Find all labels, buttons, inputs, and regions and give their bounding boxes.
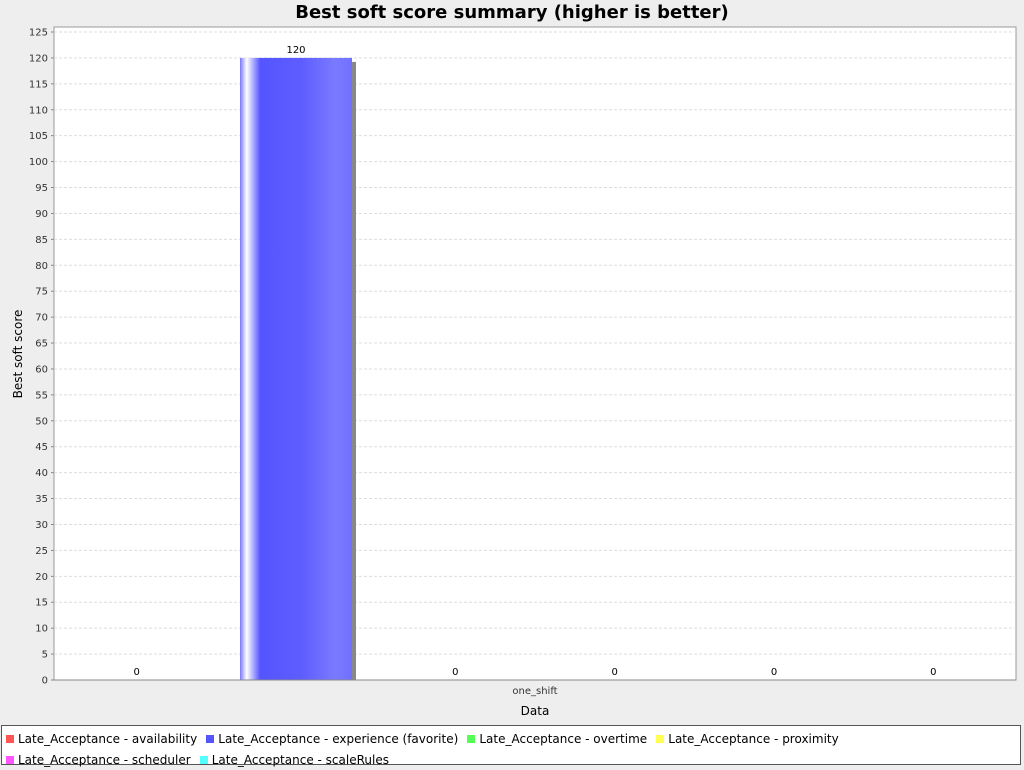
y-tick-label: 30 (35, 520, 48, 531)
legend-label: Late_Acceptance - availability (18, 732, 198, 746)
bar-value-label: 0 (133, 667, 139, 678)
y-tick-label: 20 (35, 572, 48, 583)
y-tick-label: 70 (35, 313, 48, 324)
legend-label: Late_Acceptance - scaleRules (211, 753, 389, 767)
legend-item: Late_Acceptance - overtime (467, 729, 647, 749)
y-tick-label: 50 (35, 416, 48, 427)
y-tick-label: 55 (35, 390, 48, 401)
legend-item: Late_Acceptance - proximity (656, 729, 839, 749)
legend-swatch (6, 735, 14, 743)
legend-item: Late_Acceptance - scaleRules (199, 750, 389, 770)
plot-area (53, 26, 1017, 681)
y-tick-label: 15 (35, 598, 48, 609)
gridlines (54, 31, 1016, 655)
legend-swatch (6, 756, 14, 764)
y-tick-label: 120 (29, 53, 48, 64)
y-axis-label: Best soft score (11, 309, 25, 399)
y-tick-label: 10 (35, 624, 48, 635)
y-tick-label: 110 (29, 105, 48, 116)
legend-swatch (206, 735, 215, 743)
data-labels: 0 120 0 0 0 0 (133, 45, 936, 678)
bar-value-label: 0 (930, 667, 936, 678)
legend-label: Late_Acceptance - proximity (668, 732, 839, 746)
legend-item: Late_Acceptance - experience (favorite) (206, 729, 458, 749)
chart-canvas: 0 5 10 15 20 25 30 35 40 45 50 55 60 65 70 75 80 85 90 95 10… (29, 26, 1017, 697)
y-tick-label: 35 (35, 494, 48, 505)
y-tick-label: 105 (29, 131, 48, 142)
legend-label: Late_Acceptance - experience (favorite) (218, 732, 459, 746)
legend-label: Late_Acceptance - scheduler (18, 753, 191, 767)
x-tick-label: one_shift (512, 686, 557, 697)
y-tick-label: 45 (35, 442, 48, 453)
bar-value-label: 0 (452, 667, 458, 678)
x-axis-label: Data (520, 704, 550, 718)
y-tick-label: 65 (35, 339, 48, 350)
y-tick-label: 5 (42, 650, 48, 661)
y-tick-label: 95 (35, 183, 48, 194)
legend-swatch (656, 735, 665, 743)
y-tick-label: 100 (29, 157, 48, 168)
y-tick-label: 40 (35, 468, 48, 479)
legend-item: Late_Acceptance - scheduler (6, 750, 191, 770)
y-axis-ticks: 0 5 10 15 20 25 30 35 40 45 50 55 60 65 70 75 80 85 90 95 10… (29, 28, 54, 687)
y-tick-label: 60 (35, 364, 48, 375)
y-tick-label: 85 (35, 235, 48, 246)
legend-swatch (199, 756, 208, 764)
legend-swatch (467, 735, 476, 743)
bar-value-label: 0 (611, 667, 617, 678)
y-tick-label: 90 (35, 209, 48, 220)
y-tick-label: 115 (29, 79, 48, 90)
y-tick-label: 25 (35, 546, 48, 557)
bars (240, 57, 356, 681)
y-tick-label: 80 (35, 261, 48, 272)
bar-value-label: 0 (771, 667, 777, 678)
y-tick-label: 125 (29, 28, 48, 39)
y-tick-label: 75 (35, 287, 48, 298)
chart-title: Best soft score summary (higher is bette… (295, 2, 729, 23)
bar[interactable] (240, 57, 352, 681)
legend: Late_Acceptance - availability Late_Acce… (1, 725, 1021, 767)
y-tick-label: 0 (42, 676, 48, 687)
bar-value-label: 120 (286, 45, 305, 56)
legend-label: Late_Acceptance - overtime (479, 732, 648, 746)
legend-item: Late_Acceptance - availability (6, 729, 197, 749)
